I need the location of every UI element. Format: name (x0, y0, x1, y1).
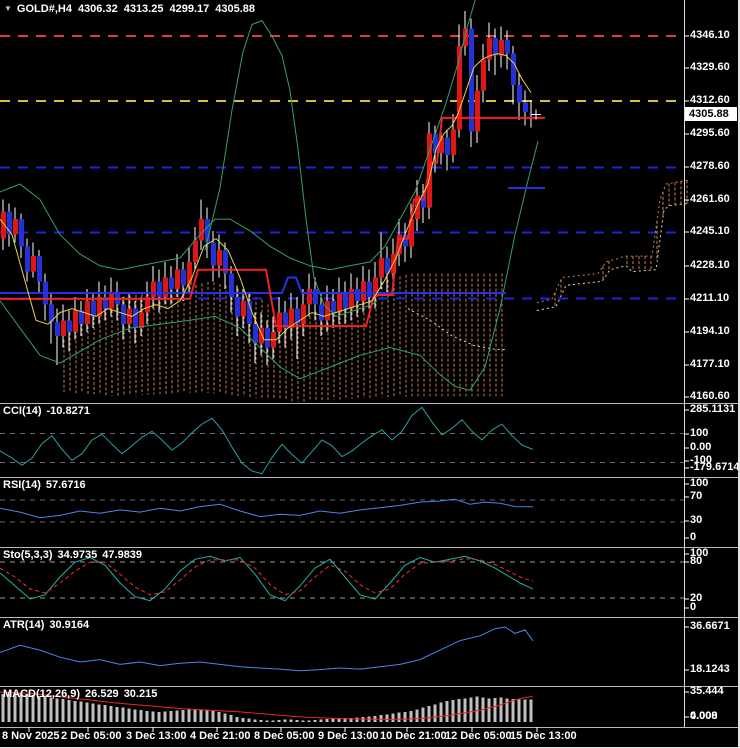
ohlc-high: 4313.25 (123, 3, 164, 15)
sto-value-signal: 47.9839 (102, 549, 143, 561)
ohlc-low: 4299.17 (169, 3, 210, 15)
cci-panel-label: CCI(14) -10.8271 (3, 405, 90, 417)
cci-name: CCI(14) (3, 405, 42, 417)
macd-value-main: 26.529 (85, 688, 119, 700)
macd-name: MACD(12,26,9) (3, 688, 81, 700)
macd-value-signal: 30.215 (123, 688, 158, 700)
symbol-period: GOLD#,H4 (16, 3, 72, 15)
chart-title: ▼ GOLD#,H4 4306.32 4313.25 4299.17 4305.88 (4, 3, 255, 15)
symbol-dropdown-icon[interactable]: ▼ (4, 4, 12, 13)
sto-panel-label: Sto(5,3,3) 34.9735 47.9839 (3, 549, 142, 561)
sto-name: Sto(5,3,3) (3, 549, 53, 561)
atr-name: ATR(14) (3, 619, 45, 631)
atr-panel-label: ATR(14) 30.9164 (3, 619, 89, 631)
rsi-name: RSI(14) (3, 479, 41, 491)
current-price-badge: 4305.88 (685, 107, 737, 121)
cci-value: -10.8271 (46, 405, 90, 417)
ohlc-open: 4306.32 (77, 3, 118, 15)
macd-panel-label: MACD(12,26,9) 26.529 30.215 (3, 688, 157, 700)
sto-value-main: 34.9735 (57, 549, 98, 561)
atr-value: 30.9164 (49, 619, 90, 631)
rsi-value: 57.6716 (45, 479, 86, 491)
rsi-panel-label: RSI(14) 57.6716 (3, 479, 86, 491)
ohlc-close: 4305.88 (215, 3, 255, 15)
